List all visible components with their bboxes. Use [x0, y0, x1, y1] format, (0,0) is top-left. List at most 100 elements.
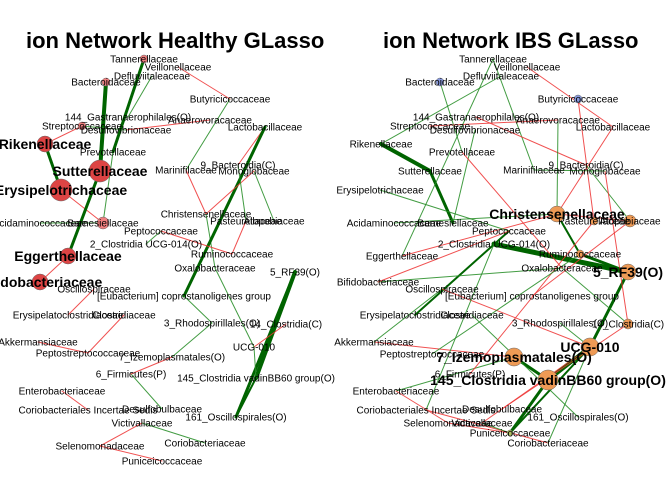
- network-edge: [561, 267, 629, 325]
- network-edge: [125, 119, 211, 131]
- node-label: 7_Izemoplasmatales(O): [119, 353, 225, 364]
- node-label: Atopobiaceae: [599, 217, 661, 228]
- network-node: [139, 54, 149, 64]
- node-label: Monoglobaceae: [569, 167, 641, 178]
- chart-title-healthy: ion Network Healthy GLasso: [26, 28, 324, 53]
- network-node: [573, 94, 583, 104]
- node-label: Desulfobulbaceae: [122, 405, 202, 416]
- node-label: UCG-010: [560, 339, 619, 355]
- node-label: Oscillospiraceae: [405, 285, 479, 296]
- network-edge: [379, 142, 432, 173]
- network-edge: [379, 189, 510, 232]
- network-edge: [401, 58, 494, 257]
- node-label: 145_Clostridia vadinBB60 group(O): [177, 374, 335, 385]
- node-label: Butyricicoccaceae: [190, 95, 271, 106]
- node-label: Bifidobacteriaceae: [0, 274, 102, 290]
- network-node: [88, 159, 112, 183]
- network-edge: [429, 119, 559, 127]
- node-label: 9_Bacteroidia(C): [548, 161, 623, 172]
- network-edge: [205, 170, 255, 215]
- network-node: [504, 347, 524, 367]
- network-edge: [373, 341, 515, 358]
- node-label: Sutterellaceae: [398, 167, 462, 178]
- network-edge: [214, 267, 255, 348]
- network-node: [96, 216, 110, 230]
- network-edge: [127, 75, 153, 118]
- node-label: 14_Clostridia(C): [592, 320, 664, 331]
- node-label: Marinifilaceae: [503, 166, 565, 177]
- node-label: Bacteroidaceae: [71, 78, 141, 89]
- network-edge: [253, 346, 257, 379]
- network-edge: [461, 151, 563, 269]
- nodes-layer: [31, 54, 637, 437]
- network-edge: [556, 119, 559, 215]
- network-edge: [98, 80, 108, 173]
- chart-title-ibs: ion Network IBS GLasso: [383, 28, 639, 53]
- network-edge: [491, 241, 631, 275]
- network-edge: [141, 422, 206, 444]
- network-edge: [393, 213, 558, 224]
- network-node: [59, 247, 77, 265]
- network-edge: [145, 230, 162, 245]
- node-label: Peptococcaceae: [472, 227, 546, 238]
- node-label: Rikenellaceae: [0, 136, 92, 152]
- network-edge: [425, 409, 549, 444]
- node-label: Erysipelatoclostridiaceae: [360, 311, 471, 322]
- node-label: Puniceicoccaceae: [470, 429, 551, 440]
- node-label: Anaerovoracaceae: [168, 116, 252, 127]
- network-edge: [604, 170, 629, 325]
- network-node: [623, 214, 637, 228]
- node-label: Pasteurellaceae: [210, 217, 282, 228]
- network-node: [537, 369, 559, 391]
- network-edge: [547, 346, 591, 444]
- node-label: 2_Clostridia UCG-014(O): [438, 240, 550, 251]
- node-label: Erysipelotrichaceae: [336, 186, 424, 197]
- network-node: [619, 263, 637, 281]
- network-edge: [185, 98, 231, 171]
- node-label: Eggerthellaceae: [366, 252, 439, 263]
- network-edge: [253, 323, 287, 348]
- node-label: Enterobacteriaceae: [353, 387, 440, 398]
- node-label: Atopobiaceae: [243, 217, 305, 228]
- network-node: [435, 77, 445, 87]
- node-label: Monoglobaceae: [218, 167, 290, 178]
- network-edge: [99, 445, 163, 462]
- network-edge: [67, 288, 95, 316]
- network-edge: [380, 75, 502, 145]
- network-edge: [377, 267, 563, 283]
- node-label: Veillonellaceae: [494, 63, 561, 74]
- network-edge: [428, 169, 455, 225]
- node-label: Victivallaceae: [452, 419, 513, 430]
- labels-layer: TannerellaceaeVeillonellaceaeDefluviital…: [0, 55, 666, 468]
- network-node: [77, 121, 87, 131]
- network-node: [31, 273, 49, 291]
- node-label: Enterobacteriaceae: [19, 387, 106, 398]
- node-label: Oxalobacteraceae: [174, 264, 256, 275]
- network-edge: [395, 390, 449, 424]
- node-label: Ruminococcaceae: [539, 250, 622, 261]
- node-label: Desulfobulbaceae: [462, 405, 542, 416]
- node-label: Oscillospiraceae: [57, 285, 131, 296]
- node-label: Marinifilaceae: [155, 166, 217, 177]
- node-label: 9_Bacteroidia(C): [200, 161, 275, 172]
- node-label: Erysipelatoclostridiaceae: [13, 311, 124, 322]
- node-label: 161_Oscillospirales(O): [527, 413, 628, 424]
- network-node: [36, 135, 54, 153]
- network-edge: [111, 57, 146, 154]
- network-edge: [66, 169, 102, 258]
- node-label: Pasteurellaceae: [558, 217, 630, 228]
- network-edge: [526, 66, 614, 128]
- node-label: 7_Izemoplasmatales(O): [436, 349, 592, 365]
- network-edge: [102, 151, 114, 224]
- network-edge: [99, 422, 143, 447]
- node-label: 145_Clostridia vadinBB60 group(O): [430, 372, 666, 388]
- network-edge: [81, 125, 127, 131]
- node-label: Coriobacteriaceae: [164, 439, 246, 450]
- node-label: Desulfovibrionaceae: [430, 126, 521, 137]
- network-node: [580, 337, 600, 357]
- node-label: Ruminococcaceae: [191, 250, 274, 261]
- network-node: [506, 429, 514, 437]
- node-label: Victivallaceae: [112, 419, 173, 430]
- network-edge: [431, 253, 581, 355]
- network-node: [589, 216, 599, 226]
